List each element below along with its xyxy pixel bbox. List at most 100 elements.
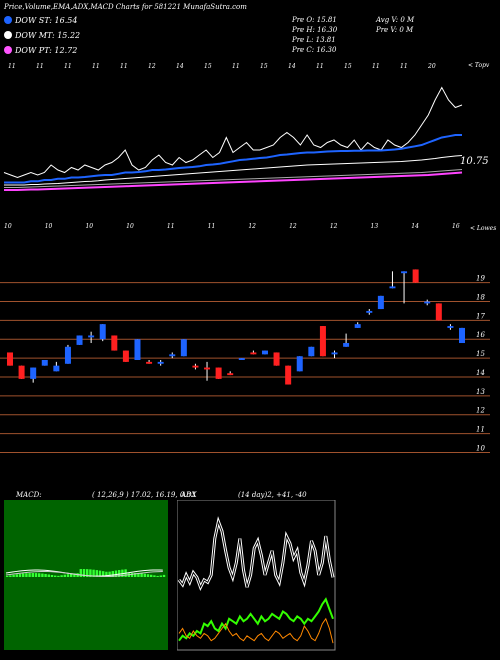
legend-label-mt: DOW MT: 15.22 (15, 31, 81, 40)
macd-title: MACD: (16, 491, 42, 499)
candle-body (169, 354, 176, 357)
macd-histogram-bar (60, 575, 63, 577)
candle-body (41, 360, 48, 366)
macd-histogram-bar (41, 573, 44, 577)
top-strip-label: 11 (36, 63, 44, 70)
mid-strip-label: 10 (4, 223, 12, 230)
candle-body (331, 352, 338, 355)
macd-histogram-bar (15, 574, 18, 577)
macd-histogram-bar (150, 574, 153, 577)
y-tick-label: 19 (476, 275, 485, 283)
macd-histogram-bar (9, 575, 12, 577)
macd-histogram-bar (82, 569, 86, 577)
ema-short-line (4, 134, 462, 184)
macd-histogram-bar (34, 573, 38, 577)
candle-body (435, 303, 442, 321)
y-tick-label: 17 (476, 312, 485, 320)
y-tick-label: 16 (476, 331, 485, 339)
macd-histogram-bar (108, 571, 111, 577)
top-strip-label: 11 (372, 63, 380, 70)
legend-swatch-st (4, 16, 12, 24)
chart-title: Price,Volume,EMA,ADX,MACD Charts for 581… (4, 3, 247, 11)
macd-histogram-bar (95, 570, 98, 577)
mid-strip-label: 11 (207, 223, 216, 230)
macd-histogram-bar (140, 573, 143, 577)
ema-mid-line (4, 155, 463, 186)
macd-histogram-bar (54, 575, 57, 577)
macd-histogram-bar (44, 573, 47, 577)
legend-swatch-pt (4, 46, 12, 54)
macd-histogram-bar (114, 570, 118, 577)
ohlc-low: Pre L: 13.81 (292, 36, 336, 44)
mid-strip-label: 11 (166, 223, 175, 230)
ohlc-close: Pre C: 16.30 (292, 46, 337, 54)
y-tick-label: 18 (476, 294, 485, 302)
mid-strip-label: 14 (411, 223, 419, 230)
mid-strip-label: 10 (44, 223, 53, 230)
top-strip-label: 11 (400, 63, 408, 70)
macd-histogram-bar (28, 573, 31, 577)
top-strip-label: 15 (204, 63, 212, 70)
macd-histogram-bar (153, 575, 156, 577)
macd-histogram-bar (63, 574, 66, 577)
mid-strip-label: 10 (126, 223, 134, 230)
mid-strip-label: 13 (370, 223, 379, 230)
macd-histogram-bar (134, 573, 137, 577)
candle-body (424, 301, 431, 304)
signal-line (5, 571, 163, 577)
adx-line-inner (178, 519, 334, 589)
macd-histogram-bar (146, 574, 150, 577)
macd-histogram-bar (73, 573, 76, 577)
candle-body (377, 295, 384, 310)
candle-body (366, 310, 373, 313)
ohlc-pre-vol: Pre V: 0 M (376, 26, 414, 34)
ema-pt-line (4, 171, 463, 191)
candle-body (227, 373, 234, 376)
candle-body (204, 367, 211, 370)
candle-body (76, 335, 83, 345)
candle-body (18, 365, 25, 379)
price-line (3, 86, 463, 179)
macd-histogram-bar (159, 575, 162, 577)
top-strip-label: 11 (64, 63, 72, 70)
macd-histogram-bar (47, 574, 50, 577)
candle-body (238, 358, 245, 360)
candle-body (134, 339, 141, 360)
minus-di-line (178, 617, 334, 644)
adx-chart (177, 500, 336, 651)
candle-body (389, 286, 396, 289)
candle-body (285, 365, 292, 385)
candle-body (180, 339, 187, 357)
top-strip-label: 14 (176, 63, 184, 70)
macd-histogram-bar (79, 569, 82, 577)
mid-strip-label: 12 (329, 223, 338, 230)
top-strip-label: 14 (288, 63, 296, 70)
candle-body (146, 361, 153, 364)
top-strip-label: 20 (428, 63, 436, 70)
candle-body (354, 324, 361, 328)
macd-histogram-bar (6, 576, 9, 577)
macd-histogram-bar (38, 573, 41, 577)
macd-histogram-bar (102, 571, 105, 577)
plus-di-line (178, 597, 334, 642)
legend-dow-st: DOW ST: 16.54 (4, 16, 77, 25)
mid-strip-label: 10 (85, 223, 94, 230)
y-tick-label: 13 (476, 388, 485, 396)
y-tick-label: 12 (476, 407, 485, 415)
candle-body (447, 326, 454, 328)
candle-body (215, 367, 222, 379)
candle-body (412, 269, 419, 283)
top-strip-label: 11 (232, 63, 240, 70)
candle-body (273, 352, 280, 366)
y-tick-label: 10 (476, 444, 485, 452)
top-strip-label: 11 (316, 63, 324, 70)
macd-histogram-bar (70, 573, 73, 577)
macd-histogram-bar (162, 574, 166, 577)
price-ema-chart (3, 86, 463, 191)
candlestick-chart: 19 18 17 16 15 14 13 12 11 10 (0, 269, 490, 453)
macd-histogram-bar (92, 569, 95, 577)
candle-body (319, 326, 326, 357)
candle-body (111, 335, 118, 351)
macd-histogram-bar (118, 570, 121, 577)
candle-body (296, 356, 303, 372)
